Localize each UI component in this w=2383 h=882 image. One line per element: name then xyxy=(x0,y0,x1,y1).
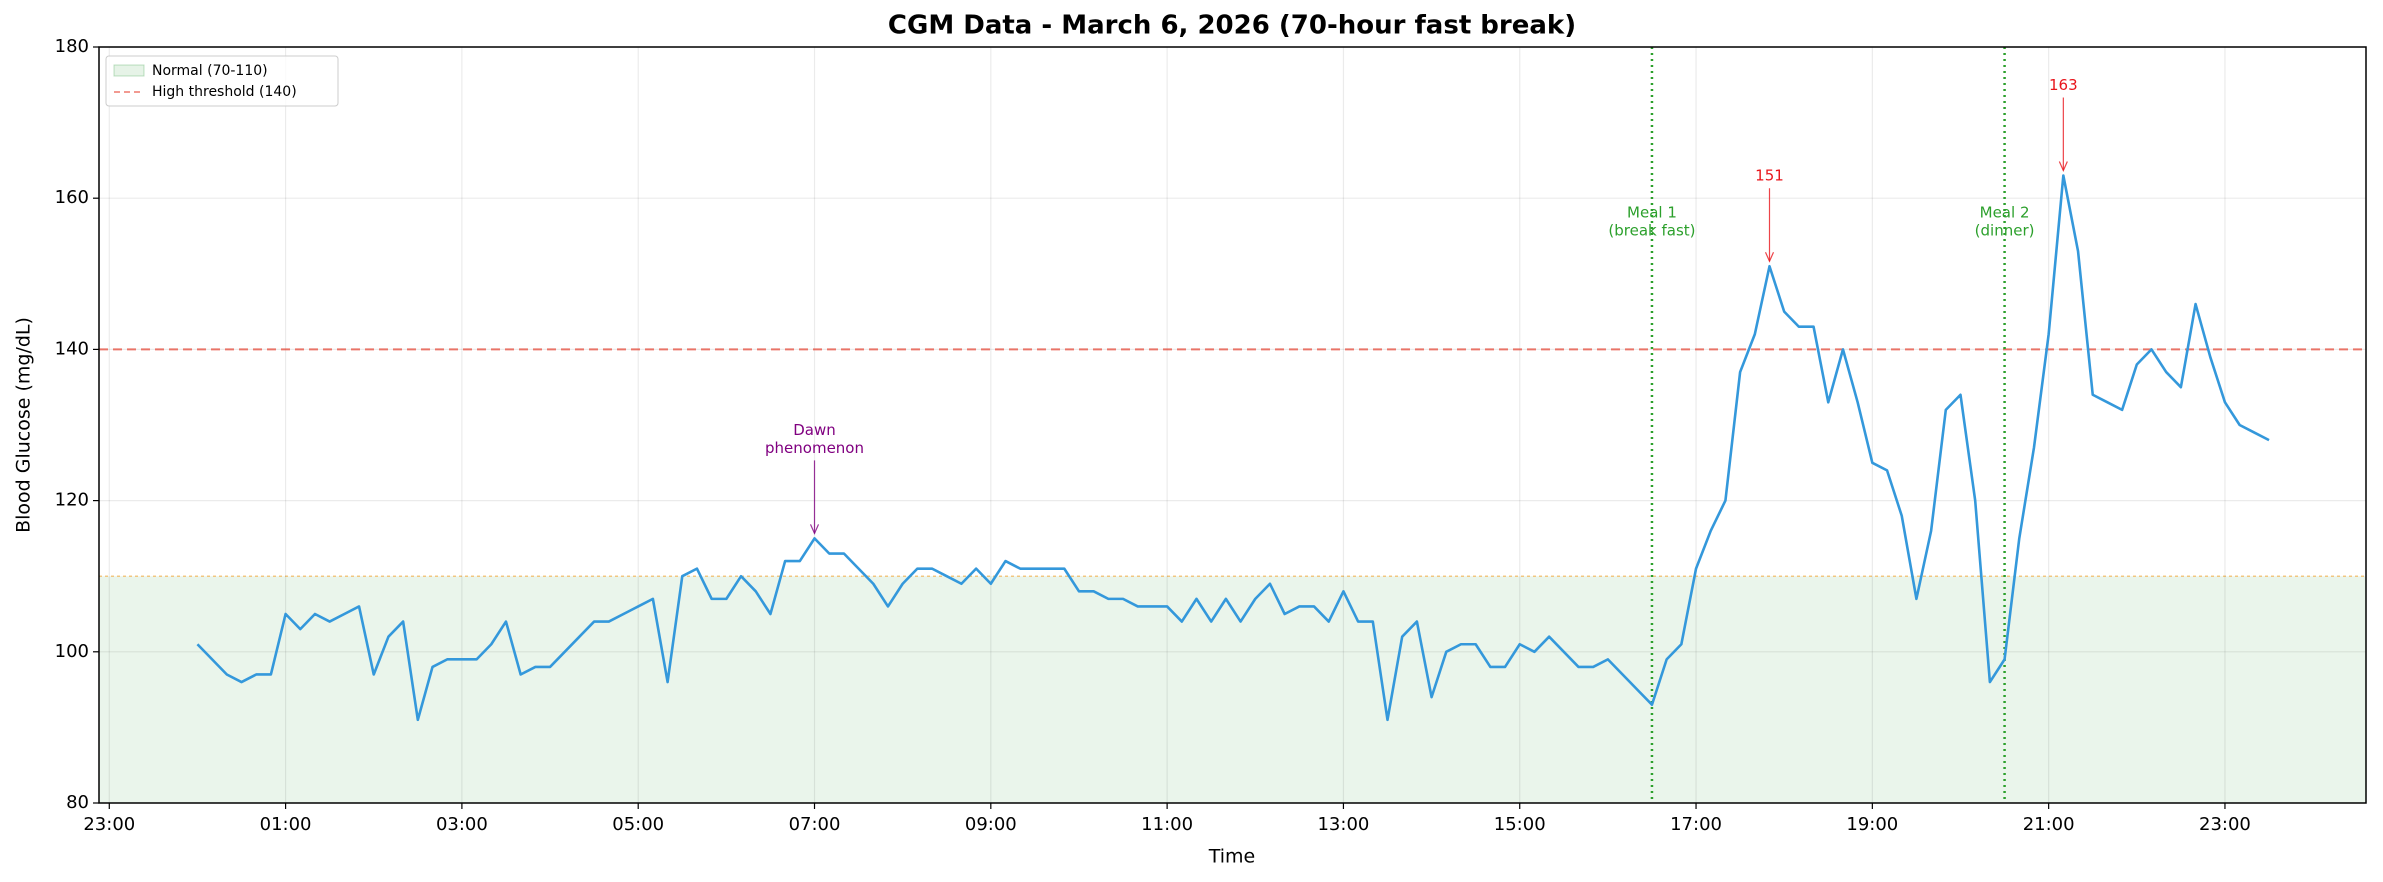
x-tick-label: 21:00 xyxy=(2023,814,2075,835)
x-axis-label: Time xyxy=(1208,846,1256,868)
glucose-line xyxy=(196,174,2270,722)
annotation-label: 151 xyxy=(1755,167,1784,185)
annotation-label: 163 xyxy=(2049,76,2078,94)
y-tick-label: 80 xyxy=(66,792,89,813)
x-tick-label: 13:00 xyxy=(1317,814,1369,835)
x-tick-label: 17:00 xyxy=(1670,814,1722,835)
y-tick-label: 160 xyxy=(55,187,89,208)
plot-area xyxy=(99,47,2366,803)
y-axis-label: Blood Glucose (mg/dL) xyxy=(13,317,35,533)
x-tick-label: 03:00 xyxy=(436,814,488,835)
y-tick-label: 140 xyxy=(55,338,89,359)
x-tick-label: 19:00 xyxy=(1846,814,1898,835)
x-tick-label: 23:00 xyxy=(83,814,135,835)
x-tick-label: 09:00 xyxy=(965,814,1017,835)
legend-label: High threshold (140) xyxy=(152,84,297,100)
x-tick-label: 15:00 xyxy=(1494,814,1546,835)
legend-label: Normal (70-110) xyxy=(152,63,268,79)
x-tick-label: 11:00 xyxy=(1141,814,1193,835)
legend-box xyxy=(105,55,339,107)
plot-frame xyxy=(98,46,2367,804)
annotation-label: phenomenon xyxy=(765,439,864,457)
x-tick-label: 05:00 xyxy=(612,814,664,835)
y-tick-label: 100 xyxy=(55,641,89,662)
event-label: (break fast) xyxy=(1608,222,1695,240)
y-tick-label: 180 xyxy=(55,36,89,57)
normal-range-band xyxy=(99,576,2366,803)
legend-swatch xyxy=(113,64,145,77)
x-tick-label: 07:00 xyxy=(789,814,841,835)
chart-title: CGM Data - March 6, 2026 (70-hour fast b… xyxy=(888,11,1576,41)
event-label: Meal 2 xyxy=(1980,204,2030,222)
annotation-arrowhead xyxy=(809,524,820,535)
x-tick-label: 23:00 xyxy=(2199,814,2251,835)
y-tick-label: 120 xyxy=(55,490,89,511)
event-label: Meal 1 xyxy=(1627,204,1677,222)
annotation-arrowhead xyxy=(2058,161,2068,172)
event-label: (dinner) xyxy=(1975,222,2035,240)
annotation-label: Dawn xyxy=(793,421,836,439)
annotation-arrowhead xyxy=(1764,251,1775,263)
x-tick-label: 01:00 xyxy=(260,814,312,835)
